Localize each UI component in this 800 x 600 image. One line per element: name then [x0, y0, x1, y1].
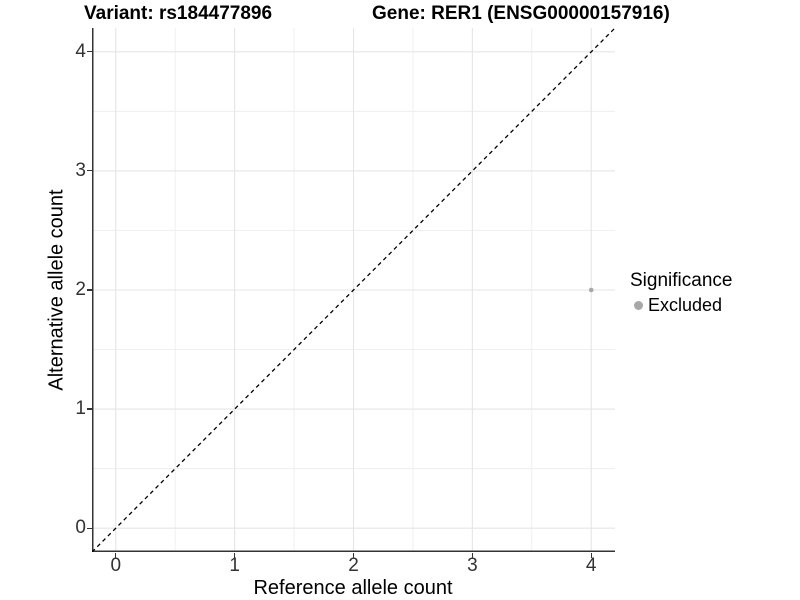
y-tick-label: 2 [75, 279, 86, 300]
x-tick-mark [590, 553, 592, 558]
legend-item-excluded: Excluded [630, 294, 732, 316]
data-point [588, 287, 594, 293]
plot-panel [92, 28, 615, 552]
y-tick-label: 4 [75, 40, 86, 62]
legend-point-icon [634, 300, 643, 310]
y-tick-mark [87, 51, 92, 53]
legend-item-label: Excluded [648, 295, 723, 315]
x-tick-mark [352, 553, 355, 558]
x-tick-mark [115, 553, 117, 558]
gene-title: Gene: RER1 (ENSG00000157916) [372, 3, 670, 24]
x-tick-label: 4 [585, 555, 597, 576]
plot-canvas [92, 28, 615, 552]
x-tick-mark [234, 553, 236, 558]
x-tick-mark [471, 553, 473, 558]
x-tick-label: 3 [467, 555, 478, 576]
variant-title: Variant: rs184477896 [84, 3, 273, 24]
x-tick-label: 1 [229, 555, 240, 576]
x-tick-label: 2 [348, 555, 359, 576]
legend-title: Significance [630, 270, 733, 291]
y-tick-mark [87, 527, 92, 529]
y-tick-mark [87, 408, 92, 410]
x-tick-label: 0 [110, 555, 122, 576]
y-tick-label: 3 [75, 159, 86, 181]
y-tick-label: 1 [75, 398, 86, 420]
x-axis-title: Reference allele count [253, 577, 453, 599]
y-tick-mark [87, 289, 92, 291]
y-tick-mark [87, 170, 92, 172]
identity-line [92, 28, 615, 552]
legend: Significance Excluded [630, 270, 732, 316]
y-tick-label: 0 [75, 517, 86, 539]
